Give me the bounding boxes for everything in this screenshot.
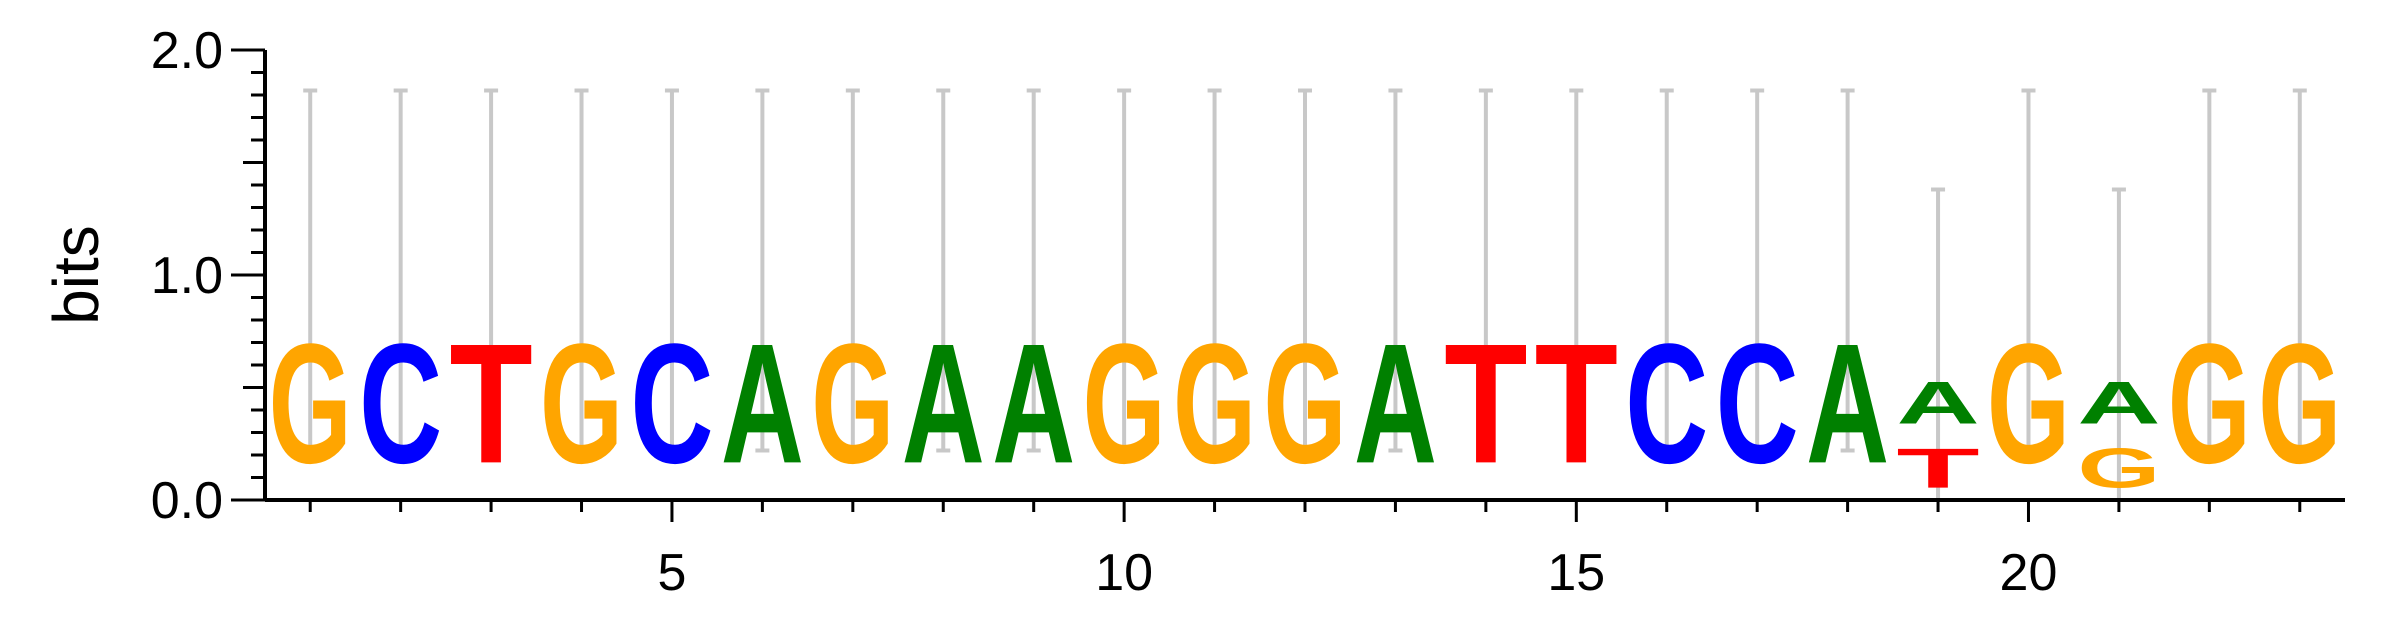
- logo-letter-G-pos-20: G: [1987, 309, 2070, 500]
- error-bar: [2111, 187, 2126, 500]
- logo-letter-T-pos-3: T: [449, 308, 532, 499]
- x-axis: 5 10 15 20: [265, 498, 2345, 602]
- logo-letter-A-pos-8: A: [902, 308, 985, 499]
- logo-letter-C-pos-2: C: [359, 308, 442, 499]
- logo-letter-G-pos-22: G: [2168, 309, 2251, 500]
- error-bar: [1931, 187, 1946, 500]
- error-bar: [393, 88, 408, 453]
- logo-letter-T-pos-15: T: [1535, 308, 1618, 499]
- y-tick-label: 0.0: [151, 472, 223, 530]
- error-bar: [755, 88, 770, 453]
- error-bar: [1298, 88, 1312, 453]
- error-bar: [1569, 88, 1584, 453]
- error-bar: [2292, 88, 2307, 453]
- x-tick-label: 10: [1095, 544, 1153, 602]
- y-axis-title: bits: [40, 225, 112, 325]
- logo-letter-A-pos-19: A: [1896, 370, 1979, 437]
- logo-letter-C-pos-16: C: [1625, 308, 1708, 499]
- y-axis: 0.0 1.0 2.0: [151, 22, 267, 530]
- error-bar: [2202, 88, 2217, 453]
- logo-letter-G-pos-4: G: [540, 309, 623, 500]
- error-bar: [484, 88, 499, 453]
- logo-letter-T-pos-14: T: [1444, 308, 1527, 499]
- logo-letter-G-pos-12: G: [1263, 309, 1346, 500]
- error-bar: [2021, 88, 2036, 453]
- logo-letter-C-pos-5: C: [630, 308, 713, 499]
- error-bar: [1659, 88, 1674, 453]
- error-bars-layer: [303, 88, 2307, 500]
- logo-letter-T-pos-19: T: [1896, 437, 1979, 500]
- error-bar: [936, 88, 951, 453]
- logo-letter-G-pos-23: G: [2258, 309, 2341, 500]
- logo-letter-A-pos-21: A: [2077, 370, 2160, 437]
- error-bar: [1478, 88, 1493, 453]
- logo-letter-G-pos-1: G: [269, 309, 352, 500]
- error-bar: [664, 88, 679, 453]
- logo-letter-C-pos-17: C: [1716, 308, 1799, 499]
- logo-letter-G-pos-10: G: [1083, 309, 1166, 500]
- error-bar: [1840, 88, 1855, 453]
- x-tick-label: 15: [1547, 544, 1605, 602]
- error-bar: [574, 88, 589, 453]
- error-bar: [1750, 88, 1765, 453]
- x-tick-label: 20: [2000, 544, 2058, 602]
- logo-letter-A-pos-13: A: [1354, 308, 1437, 499]
- error-bar: [1117, 88, 1132, 453]
- letters-layer: G C T G C A G A A G G G A T T C C A TA G GA G G: [269, 308, 2342, 500]
- logo-letter-A-pos-9: A: [992, 308, 1075, 499]
- logo-letter-G-pos-7: G: [811, 309, 894, 500]
- error-bar: [1026, 88, 1041, 453]
- y-tick-label: 2.0: [151, 22, 223, 80]
- y-tick-label: 1.0: [151, 247, 223, 305]
- error-bar: [303, 88, 318, 453]
- logo-letter-G-pos-21: G: [2077, 438, 2160, 501]
- error-bar: [845, 88, 860, 453]
- error-bar: [1388, 88, 1403, 453]
- logo-letter-G-pos-11: G: [1173, 309, 1256, 500]
- logo-letter-A-pos-18: A: [1806, 308, 1889, 499]
- error-bar: [1207, 88, 1222, 453]
- logo-letter-A-pos-6: A: [721, 308, 804, 499]
- x-tick-label: 5: [657, 544, 686, 602]
